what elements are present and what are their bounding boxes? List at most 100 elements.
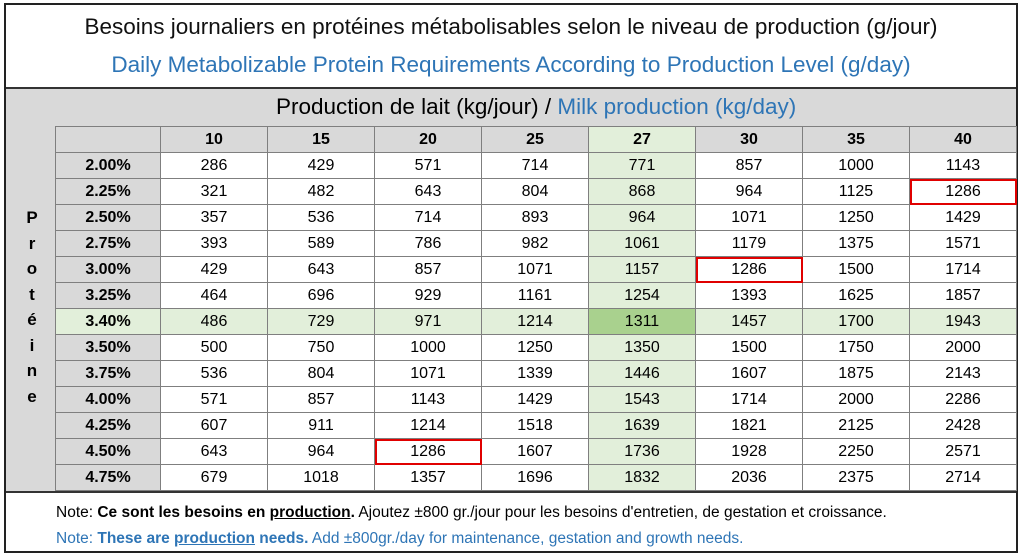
table-row: 3.40% 486 729 971 1214 1311 1457 1700 1943 — [55, 308, 1017, 335]
table-cell: 1061 — [588, 230, 696, 257]
table-cell: 321 — [160, 178, 268, 205]
row-header: 4.00% — [55, 386, 161, 413]
table-cell: 1700 — [802, 308, 910, 335]
row-header: 2.00% — [55, 152, 161, 179]
table-cell: 1179 — [695, 230, 803, 257]
table-cell: 1832 — [588, 464, 696, 491]
table-cell: 2000 — [909, 334, 1017, 361]
production-label-separator: / — [538, 94, 558, 119]
table-cell: 486 — [160, 308, 268, 335]
table-cell: 1857 — [909, 282, 1017, 309]
title-english: Daily Metabolizable Protein Requirements… — [111, 52, 911, 77]
table-cell: 1714 — [909, 256, 1017, 283]
table-cell: 1393 — [695, 282, 803, 309]
table-cell: 868 — [588, 178, 696, 205]
protein-axis-letter: i — [29, 335, 35, 355]
table-cell: 857 — [267, 386, 375, 413]
protein-axis-letter: o — [26, 259, 38, 278]
table-cell: 1250 — [802, 204, 910, 231]
table-cell: 1943 — [909, 308, 1017, 335]
row-header: 4.75% — [55, 464, 161, 491]
table-row: 4.00% 571 857 1143 1429 1543 1714 2000 2286 — [55, 386, 1017, 413]
row-header: 3.50% — [55, 334, 161, 361]
table-cell: 429 — [267, 152, 375, 179]
table-row: 2.25% 321 482 643 804 868 964 1125 1286 — [55, 178, 1017, 205]
table-cell: 1928 — [695, 438, 803, 465]
note-fr-bold-underline: production — [269, 504, 351, 521]
table-cell: 2571 — [909, 438, 1017, 465]
note-en-rest: Add ±800gr./day for maintenance, gestati… — [308, 530, 744, 547]
table-row: 3.00% 429 643 857 1071 1157 1286 1500 1714 — [55, 256, 1017, 283]
table-cell: 482 — [267, 178, 375, 205]
table-cell: 893 — [481, 204, 589, 231]
table-cell: 2125 — [802, 412, 910, 439]
table-cell: 429 — [160, 256, 268, 283]
table-cell: 1429 — [909, 204, 1017, 231]
table-cell: 1639 — [588, 412, 696, 439]
table-cell: 393 — [160, 230, 268, 257]
table-row: 2.75% 393 589 786 982 1061 1179 1375 1571 — [55, 230, 1017, 257]
table-cell: 1821 — [695, 412, 803, 439]
protein-axis-letter: t — [29, 284, 35, 304]
table-row: 3.75% 536 804 1071 1339 1446 1607 1875 2143 — [55, 360, 1017, 387]
table-cell: 1696 — [481, 464, 589, 491]
protein-axis-letter: e — [27, 386, 37, 406]
note-fr-bold-start: Ce sont les besoins en — [97, 504, 270, 521]
table-cell: 643 — [267, 256, 375, 283]
table-cell: 357 — [160, 204, 268, 231]
row-header: 3.40% — [55, 308, 161, 335]
table-cell: 729 — [267, 308, 375, 335]
table-cell: 1714 — [695, 386, 803, 413]
table-row: 4.75% 679 1018 1357 1696 1832 2036 2375 2714 — [55, 464, 1017, 491]
table-cell: 1446 — [588, 360, 696, 387]
production-label-en: Milk production (kg/day) — [557, 94, 797, 119]
table-row: 2.50% 357 536 714 893 964 1071 1250 1429 — [55, 204, 1017, 231]
table-cell: 1143 — [374, 386, 482, 413]
note-fr-bold-end: . — [350, 504, 355, 521]
table-cell: 500 — [160, 334, 268, 361]
table-cell: 1214 — [374, 412, 482, 439]
table-cell: 2286 — [909, 386, 1017, 413]
table-cell: 771 — [588, 152, 696, 179]
table-cell: 1518 — [481, 412, 589, 439]
table-cell: 1250 — [481, 334, 589, 361]
table-cell: 1375 — [802, 230, 910, 257]
table-cell: 971 — [374, 308, 482, 335]
table-cell: 607 — [160, 412, 268, 439]
table-row: 3.50% 500 750 1000 1250 1350 1500 1750 2000 — [55, 334, 1017, 361]
table-cell: 1214 — [481, 308, 589, 335]
column-header-30: 30 — [695, 126, 803, 153]
note-en-bold-start: These are — [97, 530, 175, 547]
table-cell: 714 — [374, 204, 482, 231]
column-header-25: 25 — [481, 126, 589, 153]
table-cell: 982 — [481, 230, 589, 257]
table-cell: 964 — [267, 438, 375, 465]
table-cell: 464 — [160, 282, 268, 309]
table-cell: 1500 — [802, 256, 910, 283]
table-cell: 1350 — [588, 334, 696, 361]
note-en-bold-end: needs. — [254, 530, 309, 547]
row-header: 3.00% — [55, 256, 161, 283]
table-cell: 643 — [160, 438, 268, 465]
table-cell: 1339 — [481, 360, 589, 387]
column-header-band — [6, 89, 1016, 126]
table-cell: 643 — [374, 178, 482, 205]
table-cell: 1071 — [481, 256, 589, 283]
row-header: 3.75% — [55, 360, 161, 387]
title-divider — [6, 87, 1016, 89]
table-cell: 804 — [267, 360, 375, 387]
protein-axis-letter: P — [26, 208, 38, 227]
table-cell: 857 — [374, 256, 482, 283]
table-cell: 1286 — [374, 438, 482, 465]
protein-axis-letter: é — [27, 310, 37, 329]
table-cell: 571 — [374, 152, 482, 179]
table-cell: 536 — [267, 204, 375, 231]
note-fr-prefix: Note: — [56, 504, 98, 521]
table-cell: 1157 — [588, 256, 696, 283]
column-header-27: 27 — [588, 126, 696, 153]
table-cell: 2375 — [802, 464, 910, 491]
table-cell: 1000 — [374, 334, 482, 361]
table-cell: 2714 — [909, 464, 1017, 491]
table-cell: 1161 — [481, 282, 589, 309]
table-cell: 1071 — [374, 360, 482, 387]
